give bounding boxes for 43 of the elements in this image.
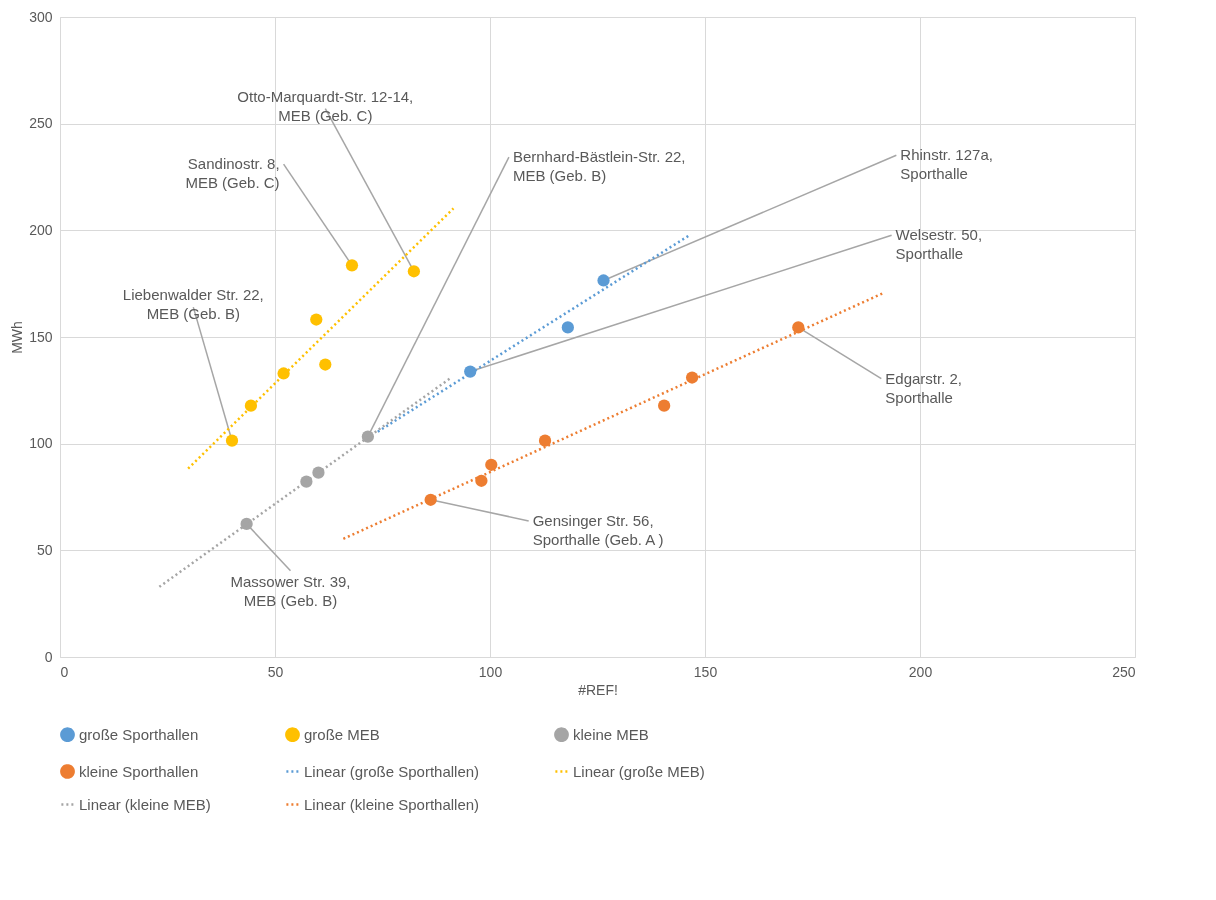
legend-label: große Sporthallen xyxy=(79,725,199,743)
annotation: Welsestr. 50, Sporthalle xyxy=(895,226,983,263)
legend-label: große MEB xyxy=(304,725,380,743)
point xyxy=(485,458,498,471)
x-tick-label: 100 xyxy=(478,663,503,680)
point xyxy=(658,399,671,412)
y-tick-label: 50 xyxy=(36,541,53,558)
annotation: Massower Str. 39, MEB (Geb. B) xyxy=(230,572,351,609)
y-tick-label: 150 xyxy=(29,328,53,345)
annotation: Rhinstr. 127a, Sporthalle xyxy=(900,146,993,183)
annotation: Gensinger Str. 56, Sporthalle (Geb. A ) xyxy=(532,511,664,548)
y-tick-label: 100 xyxy=(29,435,53,452)
x-axis-title: #REF! xyxy=(578,681,618,698)
annotation: Bernhard-Bästlein-Str. 22, MEB (Geb. B) xyxy=(512,148,686,185)
legend-label: Linear (große MEB) xyxy=(573,762,705,780)
point xyxy=(561,321,574,334)
point xyxy=(244,399,258,412)
x-tick-label: 0 xyxy=(60,663,69,680)
point xyxy=(538,434,552,447)
x-tick-label: 150 xyxy=(693,663,718,680)
legend-label: Linear (große Sporthallen) xyxy=(304,762,480,780)
y-tick-label: 0 xyxy=(44,648,53,665)
annotation: Otto-Marquardt-Str. 12-14, MEB (Geb. C) xyxy=(237,87,414,124)
annotation: Edgarstr. 2, Sporthalle xyxy=(885,369,963,406)
y-tick-label: 200 xyxy=(29,221,53,238)
point xyxy=(319,358,332,371)
legend-label: Linear (kleine Sporthallen) xyxy=(304,795,480,813)
annotation: Liebenwalder Str. 22, MEB (Geb. B) xyxy=(122,286,264,323)
y-axis-title: MWh xyxy=(9,321,26,354)
x-tick-label: 250 xyxy=(1112,663,1136,680)
point xyxy=(310,313,323,326)
legend-label: kleine MEB xyxy=(573,725,649,743)
y-tick-label: 250 xyxy=(29,115,53,132)
point xyxy=(345,259,359,272)
x-tick-label: 50 xyxy=(267,663,284,680)
point xyxy=(407,265,421,278)
legend-label: kleine Sporthallen xyxy=(79,762,199,780)
legend-label: Linear (kleine MEB) xyxy=(79,795,211,813)
point xyxy=(225,434,239,447)
x-tick-label: 200 xyxy=(908,663,933,680)
y-tick-label: 300 xyxy=(29,8,53,25)
point xyxy=(597,274,610,287)
annotation: Sandinostr. 8, MEB (Geb. C) xyxy=(185,155,280,192)
